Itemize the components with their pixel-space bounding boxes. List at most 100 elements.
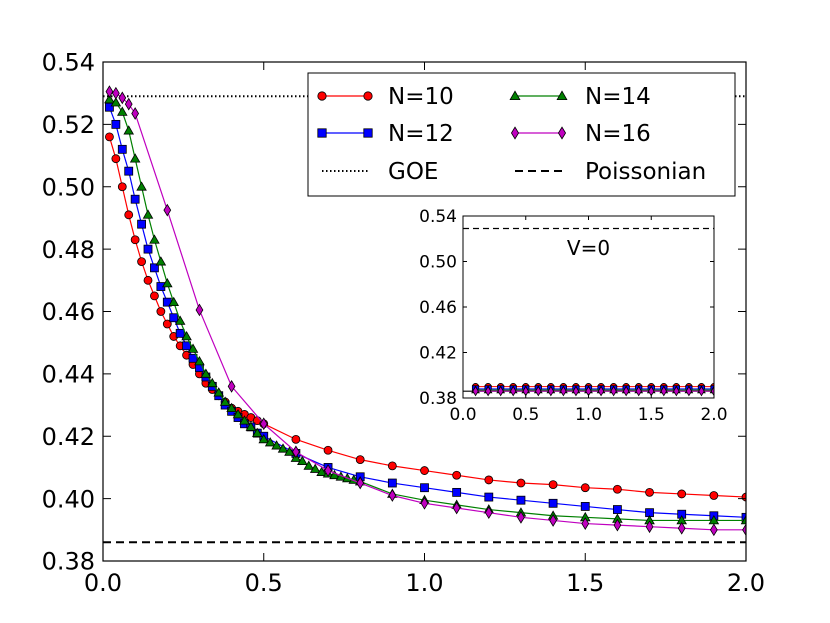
main-point-n10 bbox=[387, 461, 397, 471]
inset-x-tick-label: 1.5 bbox=[638, 405, 665, 425]
legend-item-n16: N=16 bbox=[510, 121, 651, 147]
inset-title: V=0 bbox=[567, 236, 610, 260]
main-point-n10 bbox=[143, 275, 153, 285]
main-x-tick-label: 2.0 bbox=[727, 569, 765, 597]
main-point-n10 bbox=[323, 445, 333, 455]
main-y-tick-label: 0.46 bbox=[42, 298, 95, 326]
main-point-n10 bbox=[111, 154, 121, 164]
inset-point-n16 bbox=[510, 385, 517, 397]
main-point-n16 bbox=[645, 520, 654, 534]
main-point-n16 bbox=[613, 518, 622, 532]
main-point-n14 bbox=[277, 443, 289, 453]
main-point-n10 bbox=[137, 257, 146, 267]
legend-marker bbox=[317, 91, 327, 101]
inset-point-n16 bbox=[597, 385, 605, 397]
legend-label: GOE bbox=[388, 159, 438, 185]
main-point-n16 bbox=[517, 510, 525, 524]
main-y-tick-label: 0.52 bbox=[42, 111, 95, 139]
main-point-n10 bbox=[291, 434, 301, 444]
main-point-n14 bbox=[219, 396, 231, 406]
main-point-n14 bbox=[213, 387, 225, 397]
main-point-n16 bbox=[420, 496, 429, 510]
main-point-n14 bbox=[117, 106, 128, 116]
main-point-n14 bbox=[309, 463, 321, 473]
main-point-n16 bbox=[131, 107, 140, 120]
inset-point-n16 bbox=[622, 385, 630, 397]
main-point-n10 bbox=[150, 291, 159, 301]
main-point-n14 bbox=[155, 256, 167, 266]
legend-item-n14: N=14 bbox=[509, 84, 651, 110]
main-point-n12 bbox=[484, 492, 494, 502]
main-point-n10 bbox=[516, 478, 526, 488]
main-point-n14 bbox=[110, 97, 122, 107]
legend-label: N=12 bbox=[388, 121, 454, 147]
legend-label: Poissonian bbox=[585, 159, 706, 185]
main-point-n12 bbox=[175, 328, 185, 338]
main-y-tick-label: 0.50 bbox=[42, 173, 95, 201]
main-point-n16 bbox=[124, 97, 133, 111]
main-point-n12 bbox=[580, 502, 590, 511]
main-point-n14 bbox=[329, 469, 340, 480]
inset-point-n16 bbox=[610, 385, 617, 397]
main-point-n12 bbox=[111, 119, 121, 129]
main-point-n14 bbox=[207, 377, 218, 388]
main-point-n10 bbox=[548, 480, 558, 489]
main-y-tick-label: 0.38 bbox=[42, 548, 95, 576]
main-y-tick-label: 0.54 bbox=[42, 49, 95, 77]
main-point-n16 bbox=[677, 521, 686, 535]
legend-label: N=14 bbox=[585, 84, 651, 110]
main-point-n10 bbox=[452, 470, 462, 480]
main-point-n14 bbox=[181, 331, 192, 341]
main-point-n10 bbox=[162, 319, 172, 329]
main-y-tick-label: 0.42 bbox=[42, 423, 95, 451]
inset-x-tick-label: 0.0 bbox=[449, 405, 476, 425]
main-point-n12 bbox=[130, 194, 140, 204]
main-point-n16 bbox=[111, 86, 120, 100]
main-x-tick-label: 1.5 bbox=[566, 569, 604, 597]
main-point-n16 bbox=[742, 523, 746, 537]
inset-point-n16 bbox=[497, 385, 504, 397]
inset-point-n16 bbox=[660, 385, 667, 397]
legend-marker bbox=[556, 90, 568, 101]
main-point-n10 bbox=[613, 484, 622, 494]
main-point-n14 bbox=[123, 125, 135, 135]
main-point-n12 bbox=[387, 478, 397, 488]
inset-point-n16 bbox=[547, 385, 555, 397]
legend-marker bbox=[317, 128, 327, 138]
legend-label: N=10 bbox=[388, 84, 454, 110]
inset-point-n16 bbox=[710, 385, 714, 397]
inset-point-n16 bbox=[572, 385, 580, 397]
legend-marker bbox=[557, 126, 567, 140]
main-point-n16 bbox=[292, 445, 300, 459]
main-point-n10 bbox=[709, 491, 719, 500]
main-point-n12 bbox=[452, 487, 462, 497]
legend-marker bbox=[363, 128, 373, 138]
main-point-n10 bbox=[420, 466, 429, 475]
inset-point-n16 bbox=[673, 385, 680, 397]
main-point-n10 bbox=[130, 235, 140, 245]
main-point-n12 bbox=[548, 498, 558, 508]
main-point-n14 bbox=[239, 415, 250, 425]
main-y-tick-label: 0.48 bbox=[42, 236, 95, 264]
main-point-n14 bbox=[194, 355, 205, 366]
legend-marker bbox=[509, 90, 521, 101]
main-point-n14 bbox=[226, 402, 237, 413]
main-point-n12 bbox=[188, 353, 198, 363]
main-point-n10 bbox=[645, 487, 654, 497]
main-point-n10 bbox=[156, 307, 166, 316]
main-point-n14 bbox=[258, 433, 270, 444]
main-point-n14 bbox=[129, 153, 141, 163]
inset-y-tick-label: 0.46 bbox=[419, 298, 457, 318]
main-point-n12 bbox=[124, 166, 134, 176]
main-point-n14 bbox=[297, 455, 308, 466]
main-point-n14 bbox=[142, 209, 154, 219]
main-point-n12 bbox=[143, 244, 153, 254]
inset-point-n16 bbox=[698, 385, 705, 397]
main-x-tick-label: 0.0 bbox=[84, 569, 122, 597]
main-point-n14 bbox=[252, 427, 263, 437]
inset-x-tick-label: 2.0 bbox=[700, 405, 727, 425]
main-point-n10 bbox=[580, 483, 590, 493]
main-point-n14 bbox=[136, 181, 147, 191]
main-point-n10 bbox=[484, 475, 494, 485]
